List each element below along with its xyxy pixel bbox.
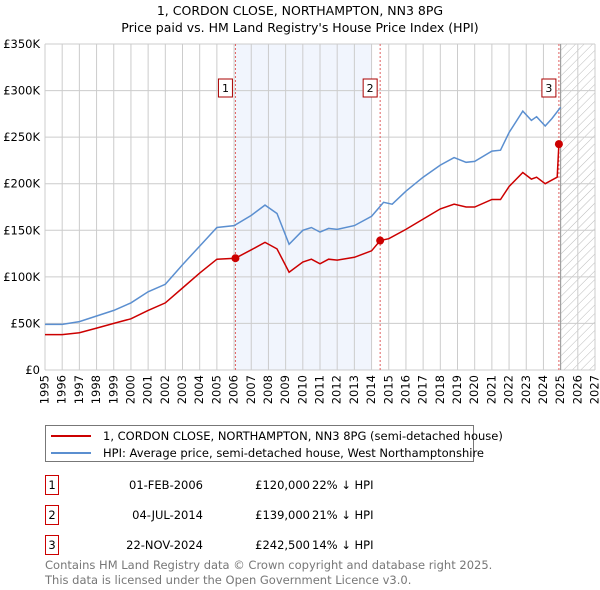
sale-date: 04-JUL-2014 <box>132 508 203 522</box>
sale-label-box <box>362 78 378 98</box>
x-tick-label: 2024 <box>536 375 550 404</box>
price-chart: 1995 1996 1997 1998 1999 2000 2001 2002 2003 2004… <box>3 37 600 404</box>
x-tick-label: 2022 <box>502 375 516 404</box>
x-tick-label: 2015 <box>381 375 395 404</box>
y-tick-label: £100K <box>3 270 40 284</box>
x-tick-label: 2018 <box>433 375 447 404</box>
y-tick-label: £0 <box>25 363 40 377</box>
sale-date: 01-FEB-2006 <box>129 478 203 492</box>
sale-row: 2 04-JUL-2014 £139,000 21% ↓ HPI <box>45 505 465 525</box>
x-tick-label: 2006 <box>227 375 241 404</box>
sale-label-box <box>541 78 557 98</box>
y-tick-label: £200K <box>3 177 40 191</box>
y-tick-label: £250K <box>3 130 40 144</box>
sale-hpi-diff: 14% ↓ HPI <box>312 538 374 552</box>
legend-label-property: 1, CORDON CLOSE, NORTHAMPTON, NN3 8PG (s… <box>103 429 503 443</box>
x-tick-label: 2007 <box>244 375 258 404</box>
x-tick-label: 2010 <box>295 375 309 404</box>
x-tick-label: 1995 <box>38 375 52 404</box>
x-tick-label: 2012 <box>330 375 344 404</box>
y-tick-label: £350K <box>3 37 40 51</box>
x-tick-label: 2003 <box>175 375 189 404</box>
property-price-line <box>45 144 560 336</box>
legend-swatch-property <box>51 435 91 437</box>
y-tick-label: £300K <box>3 84 40 98</box>
sale-label: 1 <box>222 82 229 95</box>
x-tick-label: 2023 <box>519 375 533 404</box>
y-tick-label: £150K <box>3 223 40 237</box>
sale-point <box>376 236 385 245</box>
x-tick-label: 2009 <box>278 375 292 404</box>
x-tick-label: 2027 <box>588 375 600 404</box>
legend-label-hpi: HPI: Average price, semi-detached house,… <box>103 446 484 460</box>
x-tick-label: 2025 <box>553 375 567 404</box>
x-tick-label: 2013 <box>347 375 361 404</box>
x-tick-label: 2005 <box>209 375 223 404</box>
sale-price: £242,500 <box>255 538 310 552</box>
x-tick-label: 2008 <box>261 375 275 404</box>
sale-label: 3 <box>545 82 552 95</box>
x-tick-label: 2011 <box>313 375 327 404</box>
x-tick-label: 2019 <box>450 375 464 404</box>
legend-item-hpi: HPI: Average price, semi-detached house,… <box>46 445 484 461</box>
legend: 1, CORDON CLOSE, NORTHAMPTON, NN3 8PG (s… <box>45 425 503 462</box>
sale-hpi-diff: 22% ↓ HPI <box>312 478 374 492</box>
sale-label-box <box>217 78 233 98</box>
x-tick-label: 2017 <box>416 375 430 404</box>
x-tick-label: 1999 <box>106 375 120 404</box>
sale-hpi-diff: 21% ↓ HPI <box>312 508 374 522</box>
sale-price: £139,000 <box>255 508 310 522</box>
sale-marker: 1 <box>45 475 59 495</box>
x-tick-label: 1997 <box>72 375 86 404</box>
chart-subtitle: Price paid vs. HM Land Registry's House … <box>121 20 479 35</box>
x-tick-label: 2001 <box>141 375 155 404</box>
legend-item-property: 1, CORDON CLOSE, NORTHAMPTON, NN3 8PG (s… <box>46 428 503 444</box>
y-tick-label: £50K <box>11 316 41 330</box>
sale-price: £120,000 <box>255 478 310 492</box>
sale-point <box>231 254 240 263</box>
x-tick-label: 2026 <box>570 375 584 404</box>
x-tick-label: 2014 <box>364 375 378 404</box>
legend-swatch-hpi <box>51 452 91 454</box>
sale-date: 22-NOV-2024 <box>126 538 203 552</box>
footer-licence: This data is licensed under the Open Gov… <box>45 573 412 587</box>
sale-marker: 2 <box>45 505 59 525</box>
x-tick-label: 2002 <box>158 375 172 404</box>
sale-row: 1 01-FEB-2006 £120,000 22% ↓ HPI <box>45 475 465 495</box>
x-tick-label: 1996 <box>55 375 69 404</box>
x-tick-label: 2004 <box>192 375 206 404</box>
sale-point <box>554 140 563 149</box>
hpi-line <box>45 106 562 326</box>
x-tick-label: 2016 <box>398 375 412 404</box>
sale-label: 2 <box>367 82 374 95</box>
x-tick-label: 2021 <box>484 375 498 404</box>
x-tick-label: 1998 <box>89 375 103 404</box>
footer-copyright: Contains HM Land Registry data © Crown c… <box>45 558 493 572</box>
sale-row: 3 22-NOV-2024 £242,500 14% ↓ HPI <box>45 535 465 555</box>
x-tick-label: 2000 <box>123 375 137 404</box>
chart-title: 1, CORDON CLOSE, NORTHAMPTON, NN3 8PG <box>156 3 444 18</box>
x-tick-label: 2020 <box>467 375 481 404</box>
sale-marker: 3 <box>45 535 59 555</box>
